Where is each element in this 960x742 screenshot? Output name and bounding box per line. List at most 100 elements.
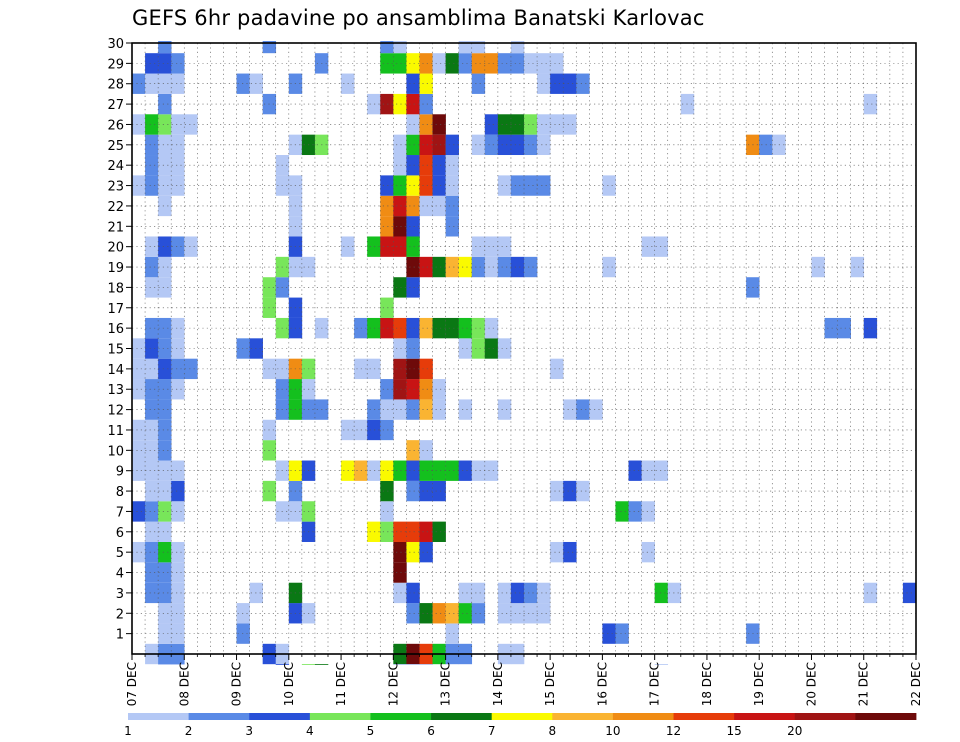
heatmap-cell (850, 256, 865, 278)
y-tick-label: 2 (116, 607, 124, 622)
y-tick-label: 10 (107, 444, 124, 459)
heatmap-cell (471, 256, 486, 278)
heatmap-cell (158, 317, 172, 339)
heatmap-cell (184, 358, 198, 380)
heatmap-cell (432, 317, 446, 339)
heatmap-cell (145, 155, 159, 176)
heatmap-cell (145, 501, 159, 522)
heatmap-cell (145, 521, 159, 542)
heatmap-cell (145, 358, 159, 380)
heatmap-cell (510, 41, 525, 54)
x-tick-label: 12 DEC (386, 662, 400, 706)
heatmap-cell (432, 155, 446, 176)
heatmap-cell (171, 236, 185, 257)
heatmap-cell (367, 460, 381, 481)
heatmap-cell (171, 664, 185, 665)
y-tick-label: 9 (116, 465, 124, 480)
y-tick-label: 30 (107, 37, 124, 52)
y-tick-label: 8 (116, 485, 124, 500)
heatmap-cell (393, 317, 407, 339)
heatmap-cell (641, 236, 655, 257)
colorbar-label: 10 (605, 724, 620, 738)
heatmap-cell (406, 317, 420, 339)
heatmap-cell (419, 521, 433, 542)
heatmap-cell (445, 175, 459, 196)
heatmap-cell (236, 623, 250, 644)
heatmap-cell (863, 93, 878, 115)
heatmap-cell (171, 480, 185, 502)
heatmap-cell (171, 562, 185, 583)
heatmap-cell (158, 460, 172, 481)
heatmap-cell (419, 155, 433, 176)
heatmap-cell (576, 399, 590, 420)
heatmap-cell (432, 134, 446, 156)
heatmap-cell (458, 317, 473, 339)
y-tick-label: 13 (107, 383, 124, 398)
heatmap-cell (171, 501, 185, 522)
y-tick-label: 4 (116, 567, 124, 582)
heatmap-cell (550, 53, 564, 74)
heatmap-cell (419, 134, 433, 156)
heatmap-cell (393, 216, 407, 237)
heatmap-cell (262, 41, 277, 54)
heatmap-cell (367, 419, 381, 441)
heatmap-cell (380, 419, 394, 441)
y-tick-label: 24 (107, 159, 124, 174)
heatmap-cell (145, 236, 159, 257)
heatmap-cell (171, 541, 185, 563)
heatmap-cell (432, 603, 446, 624)
heatmap-cell (158, 175, 172, 196)
heatmap-cell (563, 541, 577, 563)
heatmap-cell (393, 379, 407, 400)
x-tick-label: 15 DEC (543, 662, 557, 706)
colorbar-label: 1 (124, 724, 132, 738)
heatmap-cell (445, 460, 459, 481)
heatmap-cell (419, 379, 433, 400)
heatmap-cell (524, 114, 538, 135)
heatmap-cell (145, 562, 159, 583)
heatmap-cell (145, 53, 159, 74)
heatmap-cell (236, 73, 250, 94)
x-tick-label: 19 DEC (752, 662, 766, 706)
heatmap-cell (184, 236, 198, 257)
heatmap-cell (458, 582, 473, 604)
heatmap-cell (497, 582, 512, 604)
heatmap-cell (171, 582, 185, 604)
x-tick-label: 10 DEC (282, 662, 296, 706)
heatmap-cell (158, 41, 172, 54)
heatmap-cell (458, 41, 473, 54)
heatmap-cell (537, 73, 551, 94)
heatmap-cell (471, 73, 486, 94)
heatmap-cell (132, 114, 146, 135)
y-tick-label: 18 (107, 281, 124, 296)
heatmap-cell (497, 603, 512, 624)
heatmap-cell (380, 297, 394, 318)
heatmap-cell (132, 460, 146, 481)
heatmap-cell (550, 73, 564, 94)
heatmap-cell (145, 419, 159, 441)
heatmap-cell (171, 175, 185, 196)
heatmap-cell (393, 521, 407, 542)
heatmap-cell (510, 175, 525, 196)
colorbar-swatch (491, 713, 553, 720)
heatmap-cell (484, 317, 499, 339)
heatmap-cell (132, 379, 146, 400)
heatmap-cell (471, 41, 486, 54)
heatmap-cell (132, 419, 146, 441)
heatmap-cell (484, 460, 499, 481)
heatmap-cell (380, 521, 394, 542)
colorbar-label: 12 (666, 724, 681, 738)
heatmap-cell (145, 541, 159, 563)
heatmap-cell (158, 358, 172, 380)
heatmap-cell (158, 256, 172, 278)
heatmap-cell (158, 541, 172, 563)
heatmap-cell (406, 195, 420, 217)
heatmap-cell (158, 236, 172, 257)
heatmap-cell (406, 134, 420, 156)
heatmap-cell (171, 155, 185, 176)
heatmap-cell (628, 501, 642, 522)
y-tick-label: 11 (107, 424, 124, 439)
heatmap-cell (158, 501, 172, 522)
heatmap-cell (524, 603, 538, 624)
